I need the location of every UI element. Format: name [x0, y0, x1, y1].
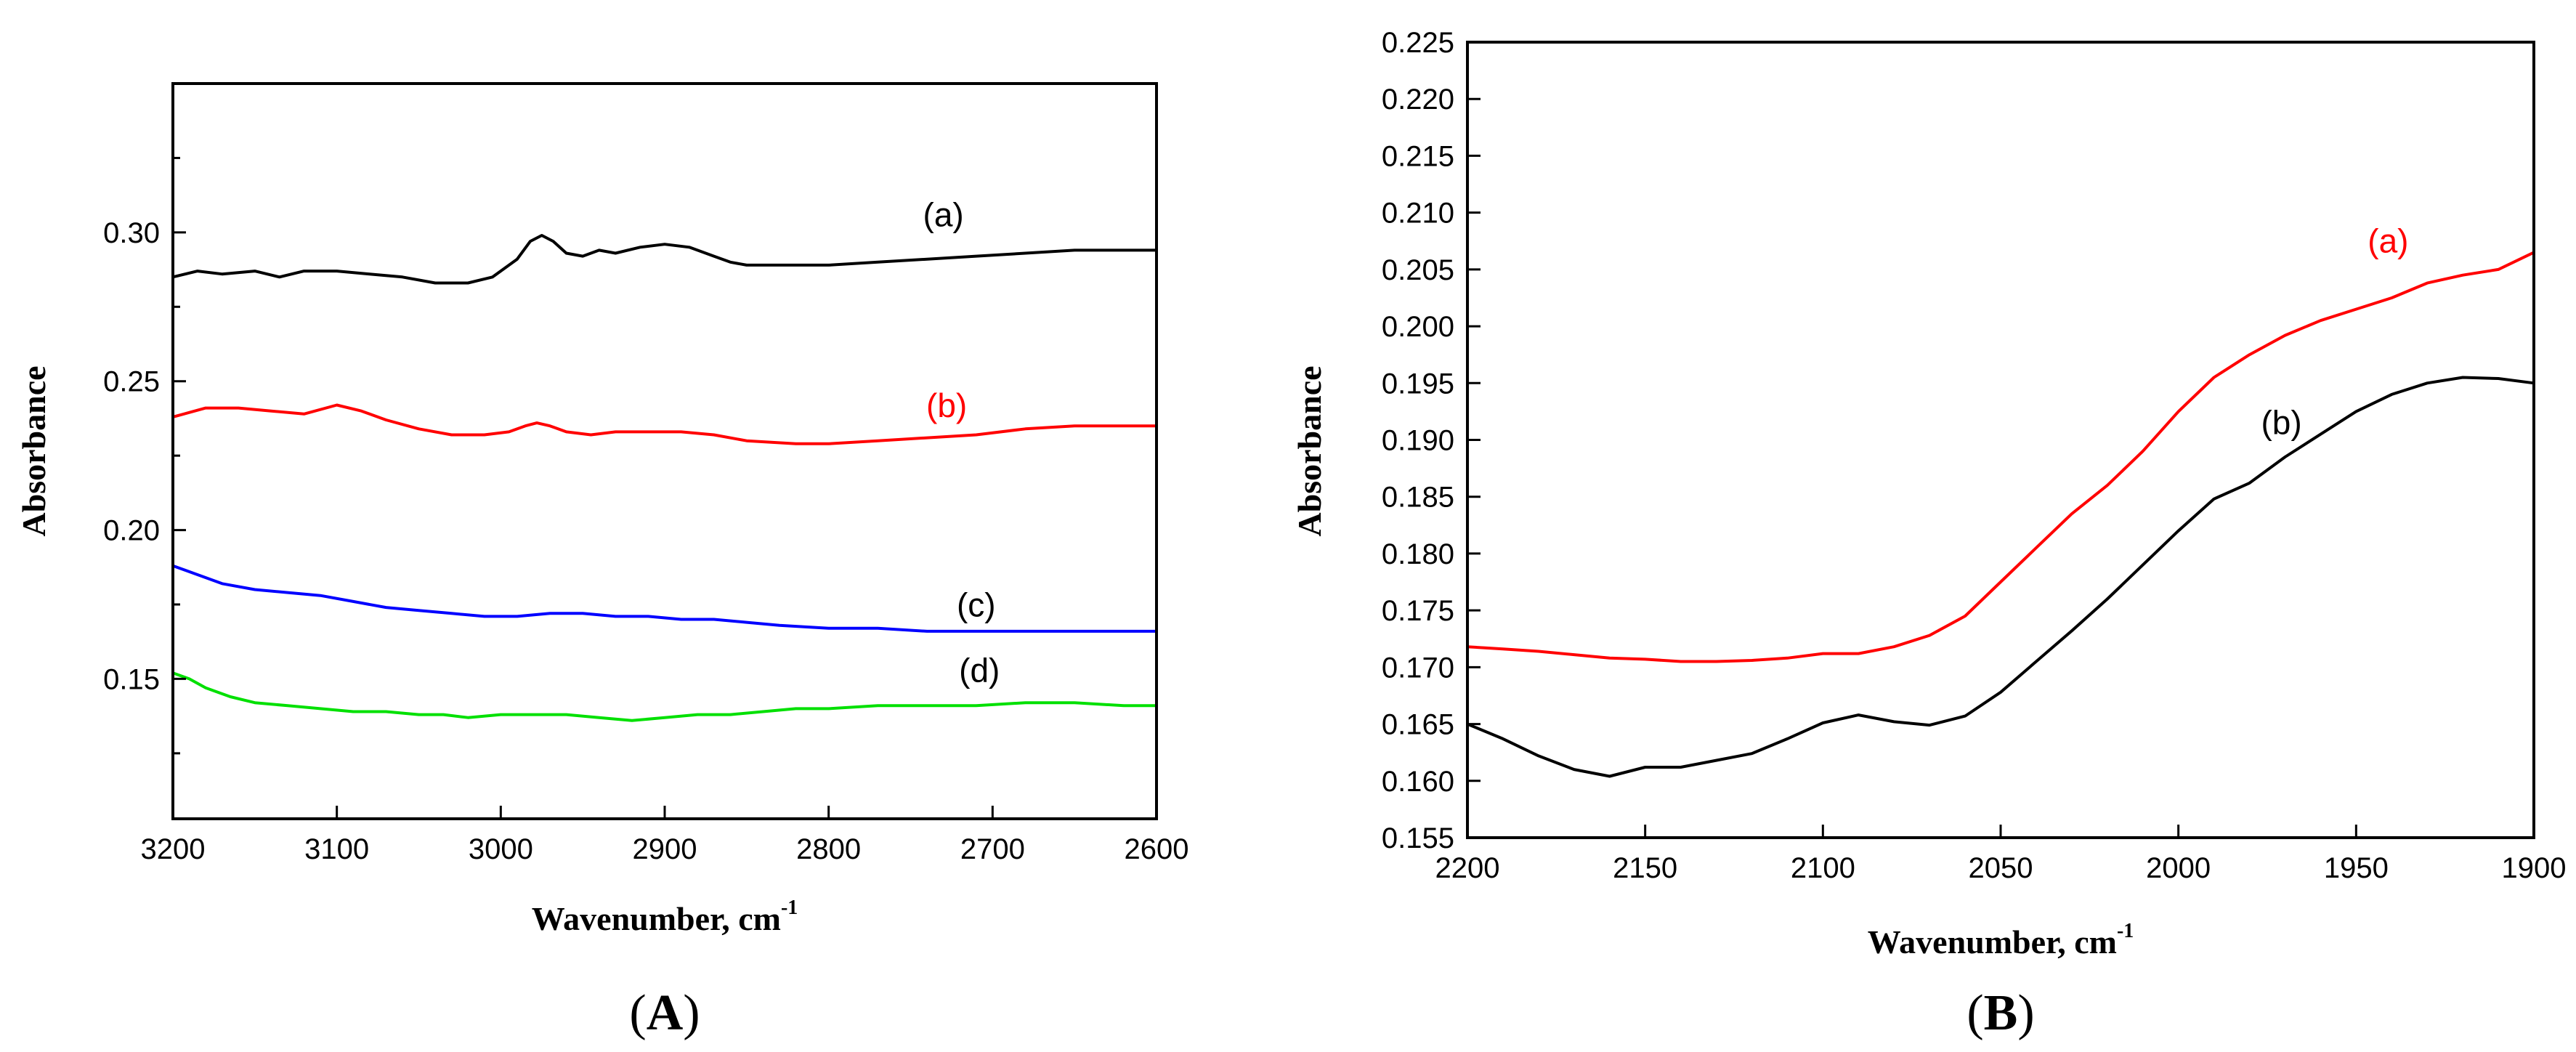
series-line-c	[172, 564, 1157, 633]
y-tick-label: 0.25	[103, 366, 160, 398]
x-axis-title-superscript: -1	[781, 897, 798, 919]
series-label-c: (c)	[957, 586, 996, 623]
x-tick-label: 1950	[2324, 852, 2389, 884]
plot-frame	[1466, 41, 2535, 839]
x-tick-label: 2600	[1125, 833, 1189, 865]
y-tick-label: 0.165	[1382, 709, 1454, 741]
x-axis-title: Wavenumber, cm-1	[1868, 920, 2134, 960]
series-label-a: (a)	[2368, 222, 2408, 259]
x-axis-title: Wavenumber, cm-1	[532, 897, 798, 937]
panel-label-open: (	[629, 985, 646, 1041]
y-tick-label: 0.155	[1382, 822, 1454, 854]
series-label-b: (b)	[926, 387, 967, 424]
y-tick-label: 0.225	[1382, 27, 1454, 59]
y-tick-label: 0.190	[1382, 425, 1454, 457]
y-tick-label: 0.195	[1382, 368, 1454, 400]
panel-label: (B)	[1967, 985, 2034, 1041]
series-line-b	[172, 403, 1157, 445]
panel-label-close: )	[2017, 985, 2034, 1041]
x-tick-label: 3200	[141, 833, 206, 865]
x-tick-label: 3000	[469, 833, 533, 865]
y-axis-title: Absorbance	[15, 365, 52, 536]
panel-label-close: )	[683, 985, 700, 1041]
series-line-b	[1467, 376, 2535, 778]
x-tick-label: 2100	[1791, 852, 1855, 884]
panel-b: 2200 2150 2100 2050 2000 1950 1900 0.155 0.160 0.…	[1291, 27, 2566, 1041]
x-tick-label: 2050	[1969, 852, 2033, 884]
series-line-a	[1467, 251, 2535, 663]
panel-label-letter: A	[647, 985, 684, 1041]
panel-a: 3200 3100 3000 2900 2800 2700 2600 0.15 0.20 0.25…	[15, 82, 1189, 1041]
panel-label-open: (	[1967, 985, 1983, 1041]
x-tick-label: 2000	[2146, 852, 2211, 884]
x-axis-title-text: Wavenumber, cm	[532, 900, 781, 937]
y-tick-label: 0.215	[1382, 140, 1454, 172]
x-tick-label: 1900	[2502, 852, 2567, 884]
y-tick-label: 0.15	[103, 663, 160, 695]
y-tick-label: 0.205	[1382, 254, 1454, 286]
series-label-d: (d)	[959, 652, 1000, 689]
x-tick-label: 2800	[796, 833, 861, 865]
panel-label-letter: B	[1984, 985, 2018, 1041]
panel-label: (A)	[629, 985, 700, 1041]
y-tick-label: 0.20	[103, 515, 160, 547]
y-tick-label: 0.30	[103, 217, 160, 249]
y-tick-label: 0.210	[1382, 198, 1454, 230]
y-tick-label: 0.170	[1382, 652, 1454, 684]
x-tick-label: 2200	[1435, 852, 1500, 884]
series-line-a	[172, 234, 1157, 285]
x-tick-label: 2900	[633, 833, 697, 865]
series-label-a: (a)	[923, 196, 964, 234]
x-axis-title-superscript: -1	[2117, 920, 2134, 942]
x-tick-label: 2150	[1613, 852, 1677, 884]
x-tick-label: 3100	[304, 833, 369, 865]
y-axis-title: Absorbance	[1291, 365, 1328, 536]
y-tick-label: 0.200	[1382, 311, 1454, 343]
y-tick-label: 0.160	[1382, 766, 1454, 798]
y-tick-label: 0.220	[1382, 84, 1454, 116]
y-tick-label: 0.185	[1382, 482, 1454, 514]
y-tick-label: 0.180	[1382, 538, 1454, 570]
series-line-d	[172, 671, 1157, 722]
x-tick-label: 2700	[960, 833, 1025, 865]
y-tick-label: 0.175	[1382, 595, 1454, 627]
x-axis-title-text: Wavenumber, cm	[1868, 923, 2117, 960]
series-label-b: (b)	[2261, 404, 2301, 442]
